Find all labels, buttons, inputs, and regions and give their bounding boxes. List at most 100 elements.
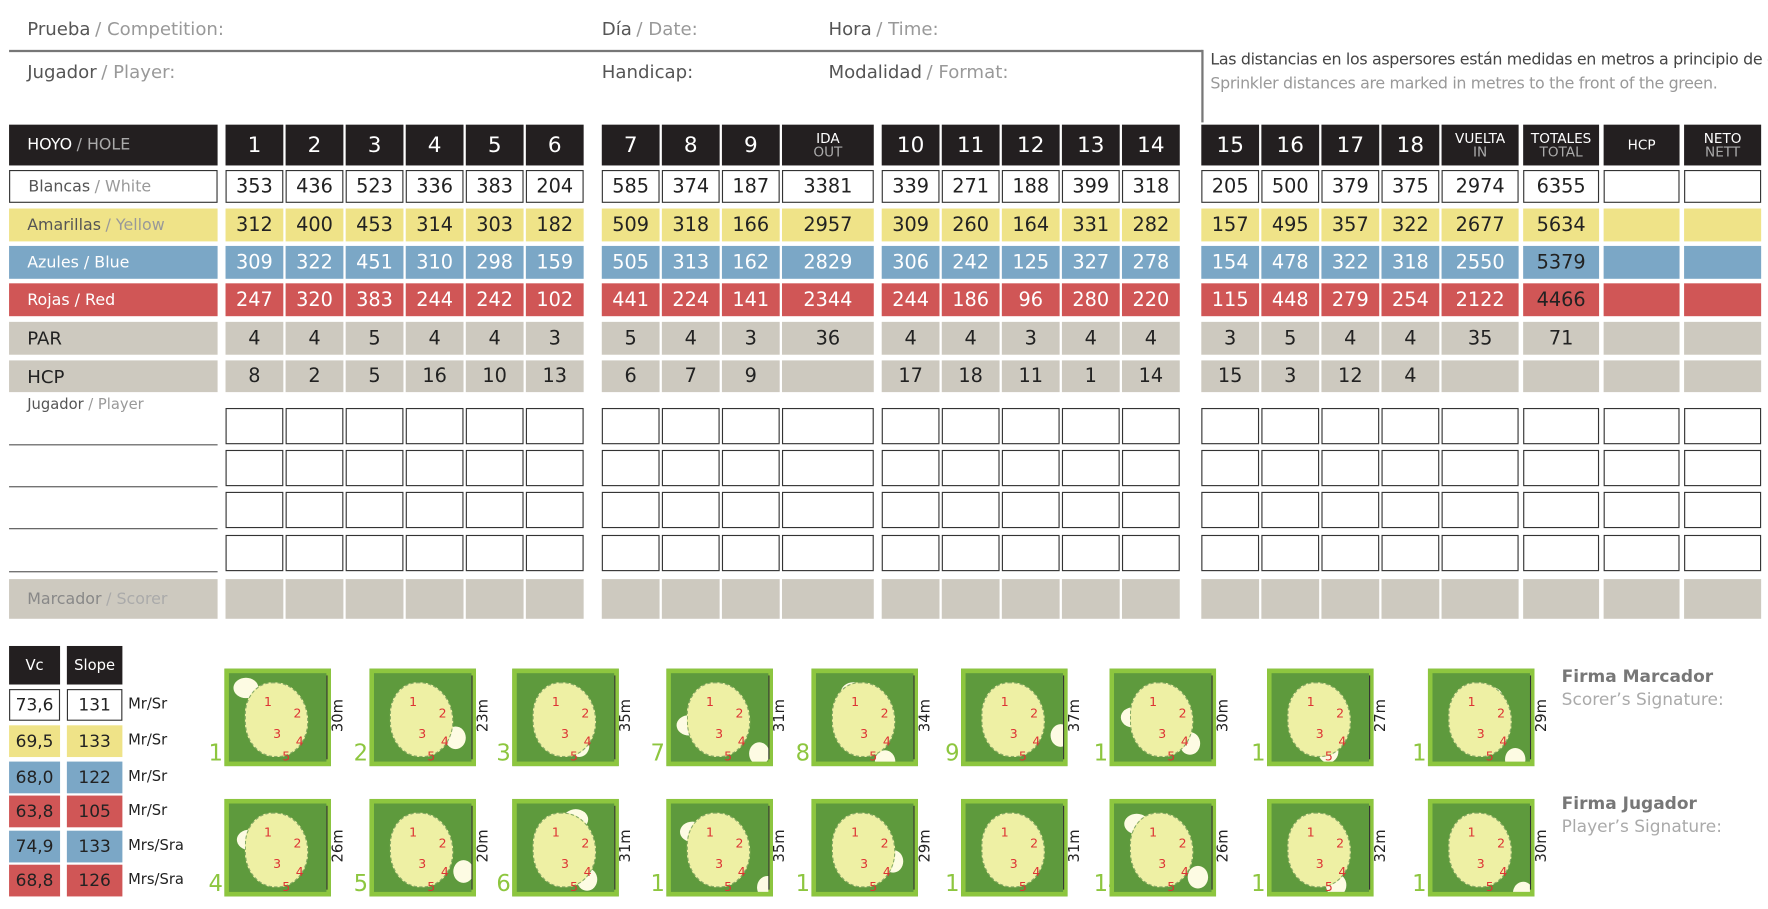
cell-value: 2344	[803, 288, 853, 312]
score-cell: 318	[661, 208, 720, 242]
pin-number: 1	[264, 694, 272, 710]
cell-value: 298	[476, 251, 514, 274]
cell-value: 2957	[803, 213, 853, 237]
score-cell: 379	[1321, 169, 1380, 203]
score-cell: 314	[405, 208, 464, 242]
score-cell: 102	[525, 283, 584, 317]
score-cell: 247	[225, 283, 284, 317]
distance-line	[1063, 675, 1065, 760]
hole-header: 1	[225, 124, 284, 166]
label-text: Hora	[828, 18, 872, 40]
cell-value: 453	[356, 213, 393, 237]
entry-cell	[661, 407, 720, 445]
rating-value: 63,8	[15, 801, 54, 822]
pin-number: 5	[1485, 749, 1494, 764]
column-label: 4	[427, 132, 442, 158]
row-label: Azules / Blue	[9, 245, 218, 279]
signature-subtitle: Player’s Signature:	[1562, 816, 1722, 836]
cell-value: 278	[1132, 251, 1170, 274]
pin-number: 1	[851, 825, 860, 840]
entry-cell	[1001, 534, 1060, 572]
pin-number: 3	[1476, 856, 1485, 872]
cell-value: 353	[236, 175, 273, 198]
score-cell: 523	[345, 169, 404, 203]
score-cell: 357	[1321, 208, 1380, 242]
score-cell: 1	[1061, 360, 1120, 393]
row-label: Rojas / Red	[9, 283, 218, 317]
rating-label: Mr/Sr	[128, 732, 167, 749]
cell-value: 523	[356, 175, 393, 198]
scorer-cell	[941, 579, 1000, 619]
hole-header: 14	[1121, 124, 1180, 166]
cell-value: 18	[958, 364, 983, 388]
hole-header: 15	[1201, 124, 1260, 166]
pin-position: 2	[1179, 836, 1187, 851]
entry-cell	[941, 449, 1000, 487]
pin-position: 1	[851, 695, 859, 710]
entry-cell	[1121, 534, 1180, 572]
cell-value: 478	[1271, 251, 1309, 274]
pin-position: 2	[1336, 706, 1344, 721]
entry-cell	[1603, 491, 1680, 529]
entry-cell	[1121, 449, 1180, 487]
cell-value: 318	[672, 213, 710, 237]
header-field: Hora / Time:	[828, 18, 938, 40]
score-cell: 5	[601, 321, 660, 355]
pin-number: 2	[1497, 836, 1506, 852]
pin-position: 5	[570, 879, 578, 895]
signature-subtitle-text: Player’s Signature:	[1561, 815, 1722, 837]
score-cell: 500	[1261, 169, 1320, 203]
score-cell: 5	[1261, 321, 1320, 355]
cell-value: 5634	[1536, 213, 1586, 237]
pin-number: 2	[293, 836, 302, 852]
column-label: 5	[487, 132, 502, 158]
entry-cell	[881, 449, 940, 487]
column-label: 18	[1396, 132, 1425, 158]
score-cell: 451	[345, 245, 404, 279]
cell-value: 2677	[1455, 213, 1505, 237]
score-cell: 2344	[781, 283, 874, 317]
cell-value: 8	[248, 364, 261, 388]
column-label: 13	[1077, 132, 1105, 158]
score-cell: 9	[721, 360, 780, 393]
cell-value: 3	[548, 326, 561, 350]
pin-number: 4	[882, 864, 891, 880]
pin-position: 3	[418, 857, 426, 872]
distance-line	[913, 805, 915, 890]
label-subtext: / Player	[88, 396, 144, 414]
cell-value: 4	[964, 326, 977, 350]
cell-value: 2829	[803, 251, 853, 274]
pin-number: 5	[570, 879, 578, 895]
entry-cell	[1381, 534, 1440, 572]
score-cell: 4466	[1523, 283, 1600, 317]
entry-cell	[1121, 407, 1180, 445]
pin-position: 1	[1307, 825, 1315, 840]
pin-position: 2	[581, 836, 589, 851]
cell-value: 14	[1138, 364, 1164, 388]
pin-position: 3	[1477, 857, 1485, 872]
cell-value: 125	[1012, 251, 1050, 274]
entry-cell	[781, 534, 874, 572]
green-distance: 20m	[475, 829, 492, 862]
cell-value: 11	[1018, 364, 1043, 388]
pin-number: 3	[1315, 726, 1324, 742]
score-cell: 400	[285, 208, 344, 242]
cell-value: 71	[1548, 326, 1574, 350]
bunker	[749, 742, 769, 762]
scorer-cell	[881, 579, 940, 619]
green-hole-number: 2	[354, 739, 368, 766]
distance-line	[326, 675, 328, 760]
rating-vc: 73,6	[9, 689, 61, 721]
score-cell: 585	[601, 169, 660, 203]
cell-value: 15	[1217, 364, 1243, 388]
green-distance: 37m	[1066, 699, 1083, 732]
score-cell: 399	[1061, 169, 1120, 203]
pin-position: 5	[1167, 749, 1175, 761]
score-cell: 157	[1201, 208, 1260, 242]
rating-value: 69,5	[15, 730, 54, 752]
pin-position: 3	[418, 726, 426, 741]
pin-number: 2	[1030, 706, 1039, 721]
